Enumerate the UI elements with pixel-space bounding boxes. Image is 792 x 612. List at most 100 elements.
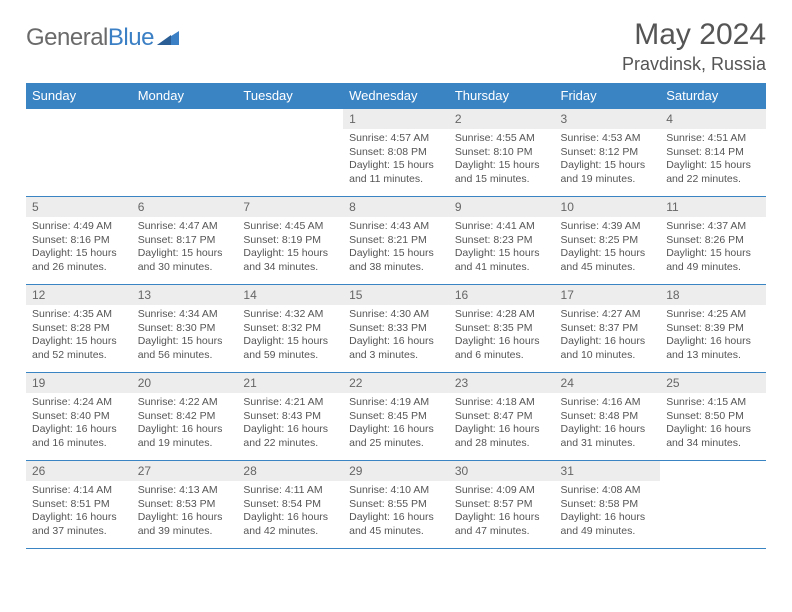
day-body: Sunrise: 4:13 AMSunset: 8:53 PMDaylight:…: [132, 481, 238, 543]
day-number: 22: [343, 373, 449, 393]
day-body: Sunrise: 4:10 AMSunset: 8:55 PMDaylight:…: [343, 481, 449, 543]
calendar-week: 1Sunrise: 4:57 AMSunset: 8:08 PMDaylight…: [26, 109, 766, 197]
day-body: Sunrise: 4:39 AMSunset: 8:25 PMDaylight:…: [555, 217, 661, 279]
calendar-cell: 23Sunrise: 4:18 AMSunset: 8:47 PMDayligh…: [449, 373, 555, 461]
day-header: Wednesday: [343, 83, 449, 109]
day-body: Sunrise: 4:08 AMSunset: 8:58 PMDaylight:…: [555, 481, 661, 543]
location: Pravdinsk, Russia: [622, 54, 766, 75]
calendar-body: 1Sunrise: 4:57 AMSunset: 8:08 PMDaylight…: [26, 109, 766, 549]
day-number: 30: [449, 461, 555, 481]
day-body: Sunrise: 4:45 AMSunset: 8:19 PMDaylight:…: [237, 217, 343, 279]
logo-word2: Blue: [108, 24, 154, 51]
calendar-cell: 12Sunrise: 4:35 AMSunset: 8:28 PMDayligh…: [26, 285, 132, 373]
day-body: Sunrise: 4:28 AMSunset: 8:35 PMDaylight:…: [449, 305, 555, 367]
calendar-cell: 2Sunrise: 4:55 AMSunset: 8:10 PMDaylight…: [449, 109, 555, 197]
calendar-cell: 24Sunrise: 4:16 AMSunset: 8:48 PMDayligh…: [555, 373, 661, 461]
day-body: Sunrise: 4:55 AMSunset: 8:10 PMDaylight:…: [449, 129, 555, 191]
logo-word1: General: [26, 24, 108, 51]
day-number: 8: [343, 197, 449, 217]
day-number: 15: [343, 285, 449, 305]
calendar-cell: 17Sunrise: 4:27 AMSunset: 8:37 PMDayligh…: [555, 285, 661, 373]
day-number: 1: [343, 109, 449, 129]
calendar-cell: 25Sunrise: 4:15 AMSunset: 8:50 PMDayligh…: [660, 373, 766, 461]
day-body: Sunrise: 4:35 AMSunset: 8:28 PMDaylight:…: [26, 305, 132, 367]
calendar-cell: 7Sunrise: 4:45 AMSunset: 8:19 PMDaylight…: [237, 197, 343, 285]
day-number: 24: [555, 373, 661, 393]
day-header: Monday: [132, 83, 238, 109]
day-body: Sunrise: 4:57 AMSunset: 8:08 PMDaylight:…: [343, 129, 449, 191]
day-body: Sunrise: 4:41 AMSunset: 8:23 PMDaylight:…: [449, 217, 555, 279]
day-number: 21: [237, 373, 343, 393]
day-body: Sunrise: 4:18 AMSunset: 8:47 PMDaylight:…: [449, 393, 555, 455]
calendar-table: SundayMondayTuesdayWednesdayThursdayFrid…: [26, 83, 766, 549]
day-header: Saturday: [660, 83, 766, 109]
day-body: Sunrise: 4:32 AMSunset: 8:32 PMDaylight:…: [237, 305, 343, 367]
day-body: Sunrise: 4:34 AMSunset: 8:30 PMDaylight:…: [132, 305, 238, 367]
calendar-week: 5Sunrise: 4:49 AMSunset: 8:16 PMDaylight…: [26, 197, 766, 285]
calendar-cell: 16Sunrise: 4:28 AMSunset: 8:35 PMDayligh…: [449, 285, 555, 373]
day-number: 19: [26, 373, 132, 393]
day-number: 26: [26, 461, 132, 481]
logo: GeneralBlue: [26, 18, 179, 52]
day-body: Sunrise: 4:47 AMSunset: 8:17 PMDaylight:…: [132, 217, 238, 279]
day-header: Tuesday: [237, 83, 343, 109]
calendar-cell: [26, 109, 132, 197]
day-body: Sunrise: 4:16 AMSunset: 8:48 PMDaylight:…: [555, 393, 661, 455]
calendar-cell: 22Sunrise: 4:19 AMSunset: 8:45 PMDayligh…: [343, 373, 449, 461]
calendar-cell: 21Sunrise: 4:21 AMSunset: 8:43 PMDayligh…: [237, 373, 343, 461]
calendar-cell: 6Sunrise: 4:47 AMSunset: 8:17 PMDaylight…: [132, 197, 238, 285]
day-number: 28: [237, 461, 343, 481]
header: GeneralBlue May 2024 Pravdinsk, Russia: [26, 18, 766, 75]
day-number: 16: [449, 285, 555, 305]
day-body: Sunrise: 4:27 AMSunset: 8:37 PMDaylight:…: [555, 305, 661, 367]
day-number: 14: [237, 285, 343, 305]
calendar-cell: 28Sunrise: 4:11 AMSunset: 8:54 PMDayligh…: [237, 461, 343, 549]
day-number: 25: [660, 373, 766, 393]
day-body: Sunrise: 4:15 AMSunset: 8:50 PMDaylight:…: [660, 393, 766, 455]
calendar-cell: 26Sunrise: 4:14 AMSunset: 8:51 PMDayligh…: [26, 461, 132, 549]
day-number: 5: [26, 197, 132, 217]
day-number: 10: [555, 197, 661, 217]
day-body: Sunrise: 4:43 AMSunset: 8:21 PMDaylight:…: [343, 217, 449, 279]
day-number: 23: [449, 373, 555, 393]
day-number: 11: [660, 197, 766, 217]
day-number: 27: [132, 461, 238, 481]
calendar-cell: 29Sunrise: 4:10 AMSunset: 8:55 PMDayligh…: [343, 461, 449, 549]
day-number: 6: [132, 197, 238, 217]
calendar-cell: 3Sunrise: 4:53 AMSunset: 8:12 PMDaylight…: [555, 109, 661, 197]
calendar-cell: 5Sunrise: 4:49 AMSunset: 8:16 PMDaylight…: [26, 197, 132, 285]
calendar-week: 19Sunrise: 4:24 AMSunset: 8:40 PMDayligh…: [26, 373, 766, 461]
calendar-cell: 27Sunrise: 4:13 AMSunset: 8:53 PMDayligh…: [132, 461, 238, 549]
calendar-cell: 14Sunrise: 4:32 AMSunset: 8:32 PMDayligh…: [237, 285, 343, 373]
day-number: 7: [237, 197, 343, 217]
day-body: Sunrise: 4:21 AMSunset: 8:43 PMDaylight:…: [237, 393, 343, 455]
logo-triangle-icon: [157, 27, 179, 50]
day-number: 9: [449, 197, 555, 217]
calendar-cell: 13Sunrise: 4:34 AMSunset: 8:30 PMDayligh…: [132, 285, 238, 373]
day-header-row: SundayMondayTuesdayWednesdayThursdayFrid…: [26, 83, 766, 109]
day-body: Sunrise: 4:19 AMSunset: 8:45 PMDaylight:…: [343, 393, 449, 455]
day-number: 4: [660, 109, 766, 129]
day-body: Sunrise: 4:22 AMSunset: 8:42 PMDaylight:…: [132, 393, 238, 455]
day-number: 3: [555, 109, 661, 129]
calendar-cell: [237, 109, 343, 197]
calendar-cell: [132, 109, 238, 197]
day-body: Sunrise: 4:37 AMSunset: 8:26 PMDaylight:…: [660, 217, 766, 279]
day-number: 2: [449, 109, 555, 129]
day-body: Sunrise: 4:09 AMSunset: 8:57 PMDaylight:…: [449, 481, 555, 543]
calendar-cell: 31Sunrise: 4:08 AMSunset: 8:58 PMDayligh…: [555, 461, 661, 549]
calendar-cell: 8Sunrise: 4:43 AMSunset: 8:21 PMDaylight…: [343, 197, 449, 285]
day-body: Sunrise: 4:14 AMSunset: 8:51 PMDaylight:…: [26, 481, 132, 543]
day-number: 12: [26, 285, 132, 305]
day-number: 18: [660, 285, 766, 305]
day-header: Thursday: [449, 83, 555, 109]
day-body: Sunrise: 4:24 AMSunset: 8:40 PMDaylight:…: [26, 393, 132, 455]
calendar-cell: 20Sunrise: 4:22 AMSunset: 8:42 PMDayligh…: [132, 373, 238, 461]
day-number: 17: [555, 285, 661, 305]
day-body: Sunrise: 4:25 AMSunset: 8:39 PMDaylight:…: [660, 305, 766, 367]
calendar-cell: [660, 461, 766, 549]
day-number: 20: [132, 373, 238, 393]
day-header: Friday: [555, 83, 661, 109]
title-block: May 2024 Pravdinsk, Russia: [622, 18, 766, 75]
logo-text: GeneralBlue: [26, 24, 154, 52]
